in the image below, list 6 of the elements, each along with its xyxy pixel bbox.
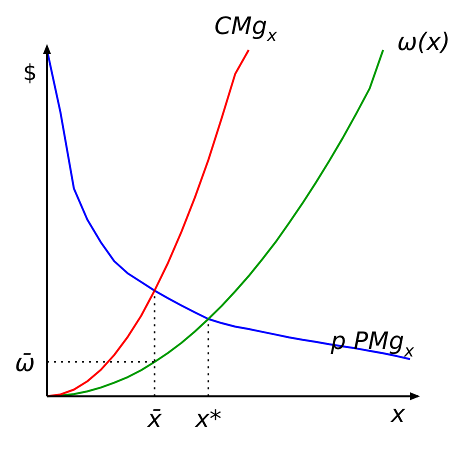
x-tick-label: x* [194,404,222,433]
x-axis-title: x [390,400,406,428]
x-tick-label: x̄ [146,404,162,433]
series-label: ω(x) [397,28,450,56]
y-axis-title: $ [23,61,37,86]
ref-line-label: ω̄ [14,348,36,377]
